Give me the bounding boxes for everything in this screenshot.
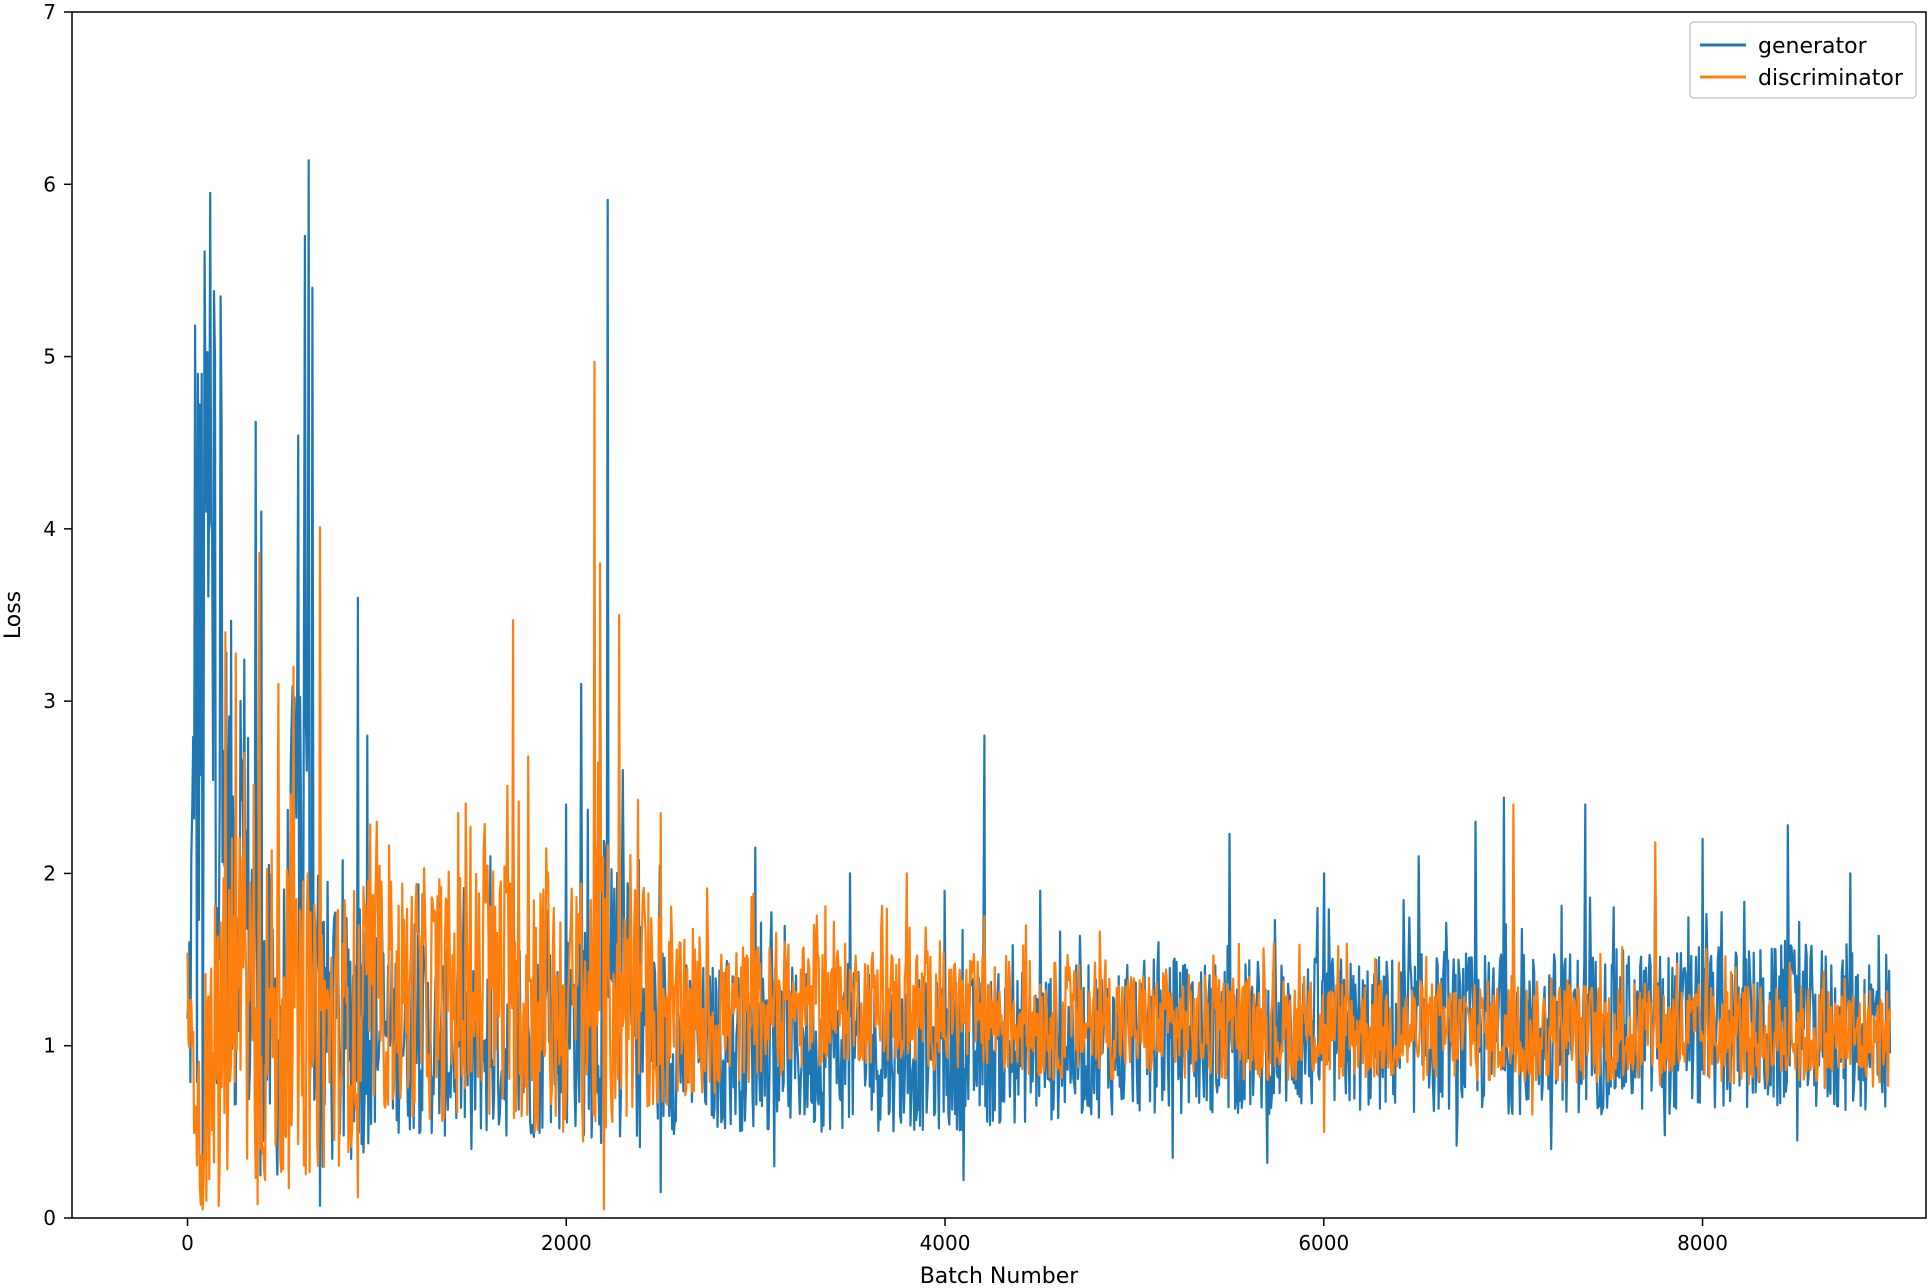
series-line-discriminator: [186, 360, 1892, 1211]
x-tick-label: 4000: [920, 1231, 971, 1255]
y-tick-label: 0: [43, 1206, 56, 1230]
plot-frame: [71, 11, 1927, 1219]
y-tick-label: 4: [43, 517, 56, 541]
x-tick-label: 8000: [1677, 1231, 1728, 1255]
x-tick-label: 2000: [541, 1231, 592, 1255]
legend: generator discriminator: [1689, 21, 1917, 99]
y-tick-label: 1: [43, 1034, 56, 1058]
y-tick-label: 5: [43, 345, 56, 369]
y-tick-label: 7: [43, 0, 56, 24]
x-tick-label: 6000: [1298, 1231, 1349, 1255]
legend-box: [1689, 21, 1917, 99]
y-tick-label: 6: [43, 172, 56, 196]
y-tick-label: 3: [43, 689, 56, 713]
y-axis-label: Loss: [1, 591, 26, 639]
x-axis-label: Batch Number: [920, 1264, 1080, 1288]
series-layer: [186, 159, 1892, 1211]
legend-label-generator: generator: [1758, 34, 1868, 59]
y-tick-label: 2: [43, 861, 56, 885]
x-tick-label: 0: [181, 1231, 194, 1255]
legend-label-discriminator: discriminator: [1758, 66, 1904, 91]
